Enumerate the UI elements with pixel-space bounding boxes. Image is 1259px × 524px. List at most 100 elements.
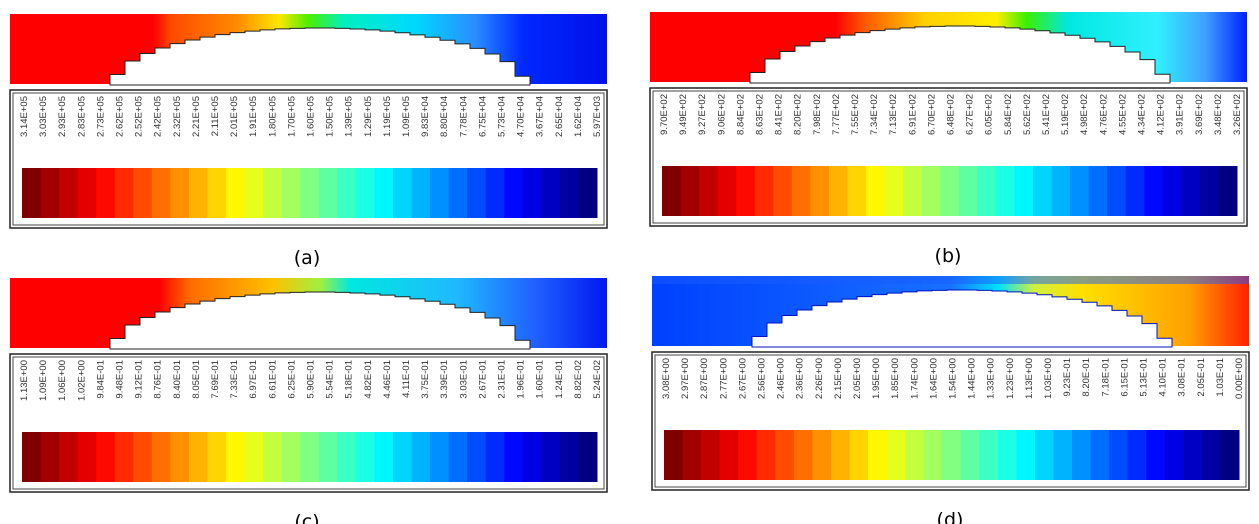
colorbar-swatch — [1201, 430, 1221, 480]
colorbar-swatch — [374, 432, 394, 482]
legend-tick-label: 8.20E+02 — [793, 94, 804, 135]
legend-frame-inner — [652, 90, 1245, 224]
legend-tick-label: 7.18E-01 — [1100, 358, 1111, 397]
legend-tick-label: 6.75E+04 — [477, 96, 488, 137]
legend-tick-label: 2.83E+05 — [76, 96, 87, 137]
legend-tick-label: 3.75E-01 — [420, 360, 431, 399]
colorbar-swatch — [664, 430, 684, 480]
legend-tick-label: 6.25E-01 — [286, 360, 297, 399]
colorbar-swatch — [717, 166, 737, 216]
legend-tick-label: 7.33E-01 — [229, 360, 240, 399]
legend-tick-label: 2.46E+00 — [776, 358, 787, 399]
colorbar-swatch — [810, 166, 830, 216]
legend-tick-label: 2.21E+05 — [191, 96, 202, 137]
colorbar-swatch — [226, 168, 246, 218]
panel: 9.70E+02 9.49E+02 9.27E+02 9.06E+02 8.84E+02… — [649, 12, 1248, 267]
legend-tick-label: 3.03E-01 — [458, 360, 469, 399]
legend-tick-label: 6.05E+02 — [984, 94, 995, 135]
colorbar-swatch — [504, 432, 524, 482]
colorbar-swatch — [448, 168, 468, 218]
colorbar-swatch — [337, 168, 357, 218]
panel-label: (b) — [935, 245, 962, 267]
colorbar-swatch — [719, 430, 739, 480]
legend-tick-label: 2.42E+05 — [153, 96, 164, 137]
colorbar-swatch — [188, 168, 208, 218]
legend-tick-label: 4.10E-01 — [1158, 358, 1169, 397]
legend-tick-label: 1.62E+04 — [573, 96, 584, 137]
legend-tick-label: 1.09E+00 — [38, 360, 49, 401]
colorbar-swatch — [170, 432, 190, 482]
colorbar-swatch — [151, 432, 171, 482]
colorbar-swatch — [977, 166, 997, 216]
legend-tick-label: 8.80E+04 — [439, 96, 450, 137]
legend-tick-label: 2.97E+00 — [680, 358, 691, 399]
colorbar-swatch — [207, 168, 227, 218]
legend-tick-label: 1.19E+05 — [382, 96, 393, 137]
legend-tick-label: 9.06E+02 — [716, 94, 727, 135]
legend-tick-label: 1.44E+00 — [967, 358, 978, 399]
legend-tick-label: 2.65E+04 — [554, 96, 565, 137]
legend-tick-label: 5.13E-01 — [1139, 358, 1150, 397]
colorbar-swatch — [1218, 166, 1238, 216]
legend-tick-label: 1.96E-01 — [516, 360, 527, 399]
legend-tick-label: 3.08E-01 — [1177, 358, 1188, 397]
legend-tick-label: 4.76E+02 — [1098, 94, 1109, 135]
legend-frame-inner — [12, 356, 605, 490]
legend-tick-label: 5.19E+02 — [1060, 94, 1071, 135]
colorbar-swatch — [411, 432, 431, 482]
colorbar-swatch — [736, 166, 756, 216]
legend-tick-label: 2.05E-01 — [1196, 358, 1207, 397]
colorbar-swatch — [355, 168, 375, 218]
colorbar-swatch — [300, 432, 320, 482]
legend-tick-label: 3.39E-01 — [439, 360, 450, 399]
colorbar-swatch — [448, 432, 468, 482]
legend-tick-label: 2.62E+05 — [115, 96, 126, 137]
colorbar-swatch — [997, 430, 1017, 480]
legend-tick-label: 2.52E+05 — [134, 96, 145, 137]
legend-tick-label: 5.18E-01 — [344, 360, 355, 399]
colorbar-swatch — [1144, 166, 1164, 216]
legend-tick-label: 1.50E+05 — [325, 96, 336, 137]
colorbar-swatch — [680, 166, 700, 216]
legend-tick-label: 1.06E+00 — [57, 360, 68, 401]
colorbar-swatch — [1070, 166, 1090, 216]
colorbar-swatch — [374, 168, 394, 218]
colorbar-swatch — [1014, 166, 1034, 216]
colorbar-swatch — [337, 432, 357, 482]
legend-tick-label: 1.74E+00 — [909, 358, 920, 399]
legend-tick-label: 1.60E-01 — [535, 360, 546, 399]
legend-tick-label: 5.62E+02 — [1022, 94, 1033, 135]
legend-tick-label: 8.76E-01 — [153, 360, 164, 399]
colorbar-swatch — [775, 430, 795, 480]
domain-obstacle — [751, 289, 1173, 348]
colorbar-swatch — [559, 432, 579, 482]
domain-obstacle — [109, 291, 531, 350]
colorbar-swatch — [773, 166, 793, 216]
legend-tick-label: 6.61E-01 — [267, 360, 278, 399]
legend-tick-label: 5.24E-02 — [592, 360, 603, 399]
panel: 3.08E+00 2.97E+00 2.87E+00 2.77E+00 2.67E+00… — [651, 276, 1250, 524]
colorbar-swatch — [77, 168, 97, 218]
colorbar-swatch — [682, 430, 702, 480]
colorbar-swatch — [318, 432, 338, 482]
colorbar-swatch — [263, 168, 283, 218]
legend-tick-label: 4.11E-01 — [401, 360, 412, 398]
legend-tick-label: 4.12E+02 — [1156, 94, 1167, 135]
colorbar-swatch — [578, 168, 598, 218]
legend-tick-label: 7.78E+04 — [458, 96, 469, 137]
colorbar-swatch — [905, 430, 925, 480]
legend-tick-label: 1.64E+00 — [928, 358, 939, 399]
colorbar-swatch — [868, 430, 888, 480]
legend-tick-label: 1.29E+05 — [363, 96, 374, 137]
colorbar-swatch — [355, 432, 375, 482]
colorbar-swatch — [1016, 430, 1036, 480]
legend-tick-label: 2.77E+00 — [718, 358, 729, 399]
legend-tick-label: 2.05E+00 — [852, 358, 863, 399]
legend-tick-label: 1.80E+05 — [267, 96, 278, 137]
legend-tick-label: 2.15E+00 — [833, 358, 844, 399]
legend-tick-label: 3.26E+02 — [1232, 94, 1243, 135]
contour-band — [652, 276, 1249, 284]
legend-tick-label: 6.27E+02 — [965, 94, 976, 135]
legend-tick-label: 3.08E+00 — [661, 358, 672, 399]
legend-tick-label: 5.54E-01 — [325, 360, 336, 399]
